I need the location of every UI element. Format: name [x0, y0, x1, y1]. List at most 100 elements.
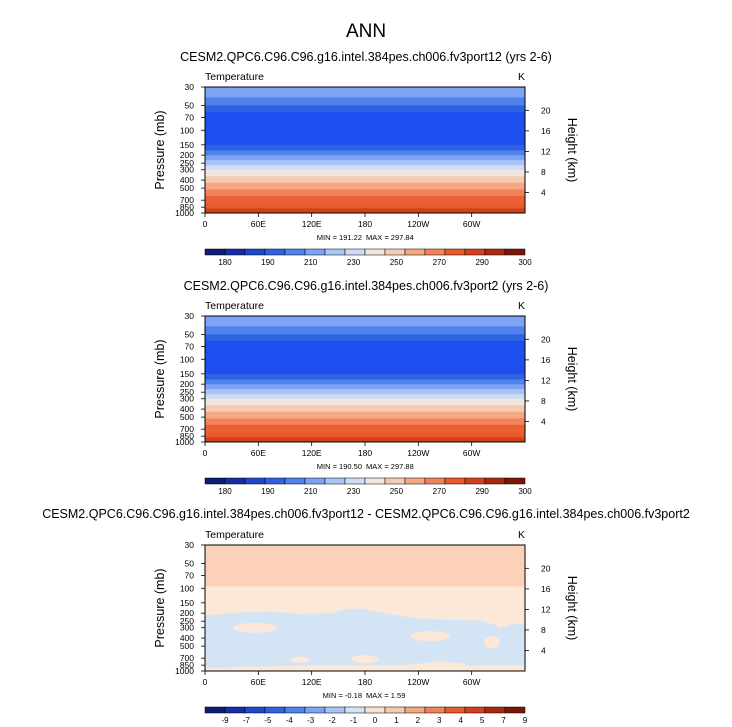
colorbar-label: 210: [304, 258, 318, 267]
contour-band: [205, 150, 525, 156]
contour-band: [205, 87, 525, 98]
colorbar-swatch: [244, 248, 266, 256]
y2-tick-label: 20: [541, 105, 551, 115]
units-label: K: [518, 300, 525, 312]
contour-band: [205, 608, 525, 669]
colorbar-label: -5: [264, 716, 272, 725]
colorbar-label: 230: [347, 487, 361, 496]
y2-tick-label: 12: [541, 146, 551, 156]
y-tick-label: 700: [180, 424, 194, 434]
colorbar-swatch: [364, 248, 386, 256]
colorbar-label: 2: [416, 716, 421, 725]
y-tick-label: 400: [180, 175, 194, 185]
colorbar-swatch: [204, 477, 226, 485]
y2-axis-title: Height (km): [565, 347, 579, 412]
colorbar-swatch: [384, 248, 406, 256]
contour-band: [205, 405, 525, 413]
contour-band: [205, 165, 525, 171]
colorbar-swatch: [324, 248, 346, 256]
y2-tick-label: 16: [541, 584, 551, 594]
contour-band: [205, 424, 525, 433]
colorbar-label: -7: [243, 716, 251, 725]
x-tick-label: 180: [358, 677, 372, 687]
y-tick-label: 70: [185, 570, 195, 580]
contour-band: [484, 636, 500, 649]
colorbar-swatch: [224, 706, 246, 714]
contour-band: [205, 545, 525, 581]
y-tick-label: 700: [180, 195, 194, 205]
colorbar-swatch: [444, 706, 466, 714]
contour-band: [205, 373, 525, 380]
units-label: K: [518, 71, 525, 83]
x-tick-label: 60W: [463, 677, 480, 687]
colorbar-swatch: [344, 477, 366, 485]
y-tick-label: 50: [185, 558, 195, 568]
colorbar-label: 4: [458, 716, 463, 725]
contour-band: [205, 203, 525, 210]
y-tick-label: 70: [185, 341, 195, 351]
x-tick-label: 0: [203, 677, 208, 687]
colorbar-label: 5: [480, 716, 485, 725]
y-tick-label: 200: [180, 379, 194, 389]
min-label: MIN = 190.50: [317, 462, 362, 471]
x-tick-label: 60E: [251, 448, 266, 458]
contour-band: [205, 176, 525, 184]
y-tick-label: 30: [185, 311, 195, 321]
y-axis-title: Pressure (mb): [153, 339, 167, 418]
y-tick-label: 70: [185, 112, 195, 122]
units-label: K: [518, 529, 525, 541]
x-tick-label: 120E: [302, 219, 322, 229]
panel-1: CESM2.QPC6.C96.C96.g16.intel.384pes.ch00…: [153, 50, 579, 267]
colorbar-swatch: [404, 248, 426, 256]
y2-tick-label: 8: [541, 396, 546, 406]
colorbar-swatch: [504, 248, 526, 256]
colorbar-swatch: [404, 706, 426, 714]
contour-band: [205, 398, 525, 406]
colorbar-label: 180: [218, 487, 232, 496]
y-tick-label: 200: [180, 608, 194, 618]
x-tick-label: 120E: [302, 677, 322, 687]
y2-axis-title: Height (km): [565, 576, 579, 641]
x-tick-label: 120W: [407, 677, 429, 687]
y-tick-label: 500: [180, 412, 194, 422]
colorbar-swatch: [464, 706, 486, 714]
y-tick-label: 700: [180, 653, 194, 663]
y-tick-label: 400: [180, 633, 194, 643]
figure-title: ANN: [346, 21, 386, 42]
y-tick-label: 250: [180, 158, 194, 168]
y2-tick-label: 4: [541, 416, 546, 426]
y-tick-label: 30: [185, 82, 195, 92]
y2-tick-label: 4: [541, 645, 546, 655]
contour-band: [205, 411, 525, 420]
colorbar-swatch: [444, 477, 466, 485]
colorbar-swatch: [344, 248, 366, 256]
colorbar-label: 230: [347, 258, 361, 267]
colorbar-label: 190: [261, 487, 275, 496]
y2-axis-title: Height (km): [565, 118, 579, 183]
y-tick-label: 500: [180, 183, 194, 193]
colorbar-swatch: [264, 706, 286, 714]
y-tick-label: 850: [180, 660, 194, 670]
colorbar-label: 290: [475, 258, 489, 267]
y-tick-label: 50: [185, 329, 195, 339]
y-tick-label: 100: [180, 354, 194, 364]
contour-band: [205, 389, 525, 395]
y2-tick-label: 20: [541, 563, 551, 573]
plot-area: [205, 87, 525, 213]
y-tick-label: 1000: [175, 437, 194, 447]
variable-label: Temperature: [205, 529, 264, 541]
y2-tick-label: 12: [541, 604, 551, 614]
contour-band: [351, 655, 379, 664]
colorbar-label: 250: [390, 258, 404, 267]
contour-band: [205, 182, 525, 191]
x-tick-label: 60E: [251, 219, 266, 229]
colorbar-swatch: [224, 248, 246, 256]
colorbar-swatch: [204, 248, 226, 256]
colorbar-label: 180: [218, 258, 232, 267]
colorbar-swatch: [384, 706, 406, 714]
variable-label: Temperature: [205, 71, 264, 83]
colorbar-label: 0: [373, 716, 378, 725]
y-tick-label: 300: [180, 623, 194, 633]
contour-band: [205, 105, 525, 113]
y-tick-label: 850: [180, 431, 194, 441]
